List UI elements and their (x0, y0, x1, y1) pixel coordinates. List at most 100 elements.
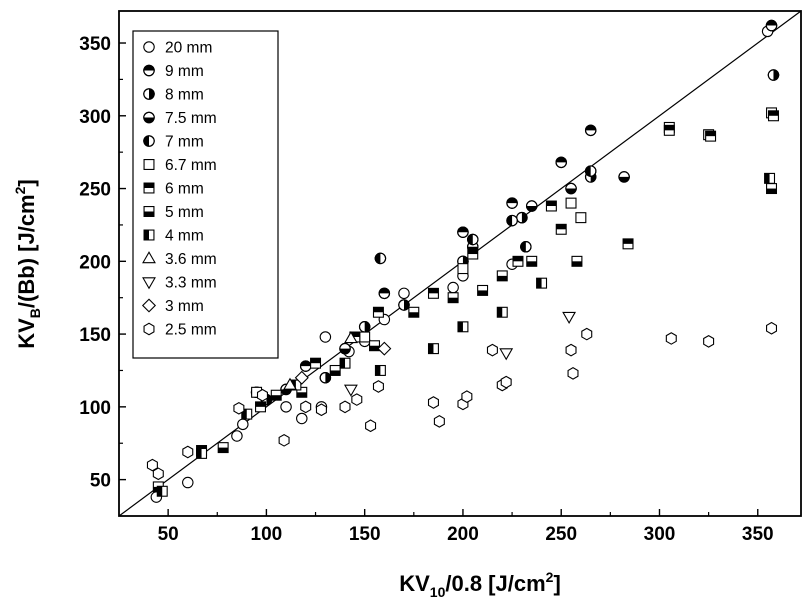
legend-label: 3 mm (165, 298, 204, 315)
data-point (310, 357, 322, 369)
data-point (296, 412, 308, 425)
data-point (622, 238, 634, 250)
data-point (767, 110, 779, 122)
data-point (457, 263, 469, 275)
x-tick-label: 100 (251, 524, 283, 545)
data-point (372, 380, 384, 393)
data-point (499, 348, 514, 361)
data-point (581, 327, 593, 341)
data-point (319, 331, 332, 343)
data-point (294, 370, 309, 385)
data-point (496, 306, 508, 318)
data-point (278, 433, 290, 447)
legend-label: 6.7 mm (165, 157, 217, 174)
data-point (506, 214, 518, 227)
data-point (378, 287, 391, 300)
data-point (300, 400, 312, 414)
data-point (565, 182, 577, 195)
data-point (231, 430, 243, 442)
data-point (369, 340, 380, 352)
legend-label: 8 mm (165, 87, 204, 104)
legend-marker (143, 229, 155, 241)
data-point (196, 447, 208, 459)
data-point (255, 401, 267, 413)
data-point (398, 299, 410, 311)
data-point (567, 367, 579, 380)
data-point (516, 211, 528, 224)
x-tick-label: 300 (644, 524, 676, 545)
legend-marker (143, 206, 155, 217)
data-point (584, 124, 597, 137)
data-point (374, 252, 387, 265)
data-point (486, 343, 498, 357)
data-point (280, 401, 292, 413)
data-point (766, 321, 778, 335)
x-tick-label: 50 (158, 524, 179, 545)
data-point (555, 156, 567, 169)
data-point (526, 255, 538, 267)
data-point (665, 332, 677, 345)
y-tick-label: 350 (79, 34, 111, 55)
data-point (545, 200, 557, 212)
data-point (372, 306, 384, 318)
data-point (408, 306, 420, 318)
legend-marker (143, 88, 155, 100)
data-point (618, 171, 630, 183)
data-point (233, 401, 245, 415)
data-point (296, 386, 308, 398)
data-point (457, 226, 469, 238)
legend-label: 7.5 mm (165, 110, 217, 127)
data-point (565, 343, 577, 357)
legend: 20 mm 9 mm 8 mm 7.5 mm 7 mm 6.7 mm 6 mm 5 mm 4 m… (132, 30, 279, 359)
legend-marker (143, 41, 155, 53)
data-point (217, 442, 229, 454)
legend-label: 3.3 mm (165, 275, 217, 292)
data-point (767, 69, 780, 81)
data-point (359, 331, 371, 343)
legend-marker (143, 182, 155, 194)
data-point (182, 476, 194, 489)
legend-box (132, 30, 279, 359)
legend-label: 9 mm (165, 63, 204, 80)
legend-marker (143, 64, 155, 77)
data-point (427, 287, 439, 299)
data-point (467, 233, 479, 246)
data-point (146, 458, 158, 472)
data-point (555, 223, 567, 235)
data-point (467, 248, 479, 260)
data-point (496, 270, 508, 282)
data-point (339, 357, 351, 369)
data-point (500, 375, 512, 389)
x-tick-label: 250 (545, 524, 577, 545)
x-tick-label: 350 (742, 524, 774, 545)
data-point (765, 19, 778, 32)
y-tick-label: 100 (79, 398, 111, 419)
legend-marker (142, 251, 156, 264)
data-point (374, 364, 386, 376)
legend-marker (143, 322, 155, 336)
data-point (343, 384, 358, 397)
data-point (703, 335, 715, 348)
data-point (329, 364, 341, 376)
data-point (536, 277, 548, 289)
data-point (571, 255, 583, 267)
data-point (584, 165, 597, 177)
data-point (562, 311, 577, 324)
legend-label: 4 mm (165, 228, 204, 245)
data-point (506, 197, 518, 209)
y-tick-label: 300 (79, 107, 111, 128)
data-point (358, 321, 371, 333)
legend-label: 7 mm (165, 134, 204, 151)
data-point (156, 485, 168, 497)
plot-frame (118, 10, 802, 517)
data-point (398, 287, 410, 300)
legend-label: 6 mm (165, 181, 204, 198)
data-markers (146, 19, 780, 503)
data-point (315, 403, 327, 417)
data-point (365, 419, 377, 433)
data-point (343, 331, 358, 344)
data-point (256, 388, 268, 402)
legend-label: 20 mm (165, 40, 212, 57)
data-point (565, 197, 577, 209)
